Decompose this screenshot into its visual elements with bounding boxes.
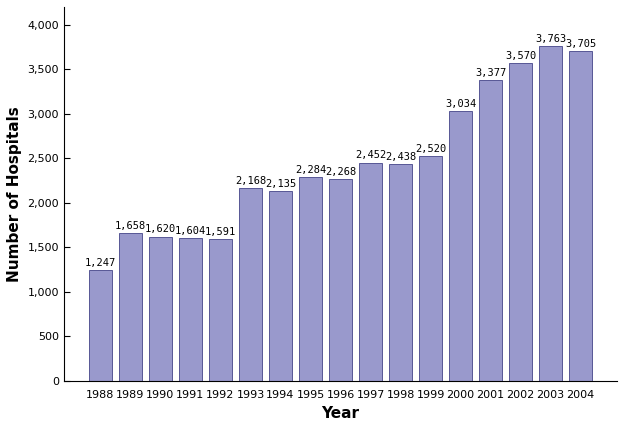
Bar xyxy=(539,46,562,381)
Bar xyxy=(209,239,232,381)
Bar xyxy=(239,188,261,381)
Bar xyxy=(479,80,502,381)
Bar xyxy=(119,233,142,381)
Text: 2,284: 2,284 xyxy=(295,165,326,175)
Text: 3,034: 3,034 xyxy=(445,98,476,109)
Y-axis label: Number of Hospitals: Number of Hospitals xyxy=(7,106,22,282)
Bar xyxy=(149,237,172,381)
Text: 1,658: 1,658 xyxy=(115,221,146,231)
Bar xyxy=(300,178,322,381)
Bar xyxy=(89,270,112,381)
Bar xyxy=(269,191,292,381)
Text: 3,570: 3,570 xyxy=(505,51,536,61)
Bar xyxy=(509,63,532,381)
Text: 2,168: 2,168 xyxy=(235,175,266,186)
Bar xyxy=(329,179,352,381)
Text: 2,520: 2,520 xyxy=(415,144,446,154)
Text: 3,377: 3,377 xyxy=(475,68,506,78)
Bar xyxy=(359,163,382,381)
Text: 2,268: 2,268 xyxy=(325,166,356,177)
Text: 2,438: 2,438 xyxy=(385,152,416,161)
Bar xyxy=(419,157,442,381)
Bar xyxy=(570,51,592,381)
Text: 3,705: 3,705 xyxy=(565,39,597,49)
X-axis label: Year: Year xyxy=(321,406,359,421)
Text: 1,604: 1,604 xyxy=(175,226,206,236)
Text: 1,620: 1,620 xyxy=(145,224,176,235)
Bar xyxy=(449,111,472,381)
Text: 1,247: 1,247 xyxy=(85,258,116,268)
Text: 3,763: 3,763 xyxy=(535,34,566,44)
Text: 1,591: 1,591 xyxy=(205,227,236,237)
Bar xyxy=(389,164,412,381)
Text: 2,135: 2,135 xyxy=(265,178,296,188)
Text: 2,452: 2,452 xyxy=(355,150,386,160)
Bar xyxy=(179,238,202,381)
